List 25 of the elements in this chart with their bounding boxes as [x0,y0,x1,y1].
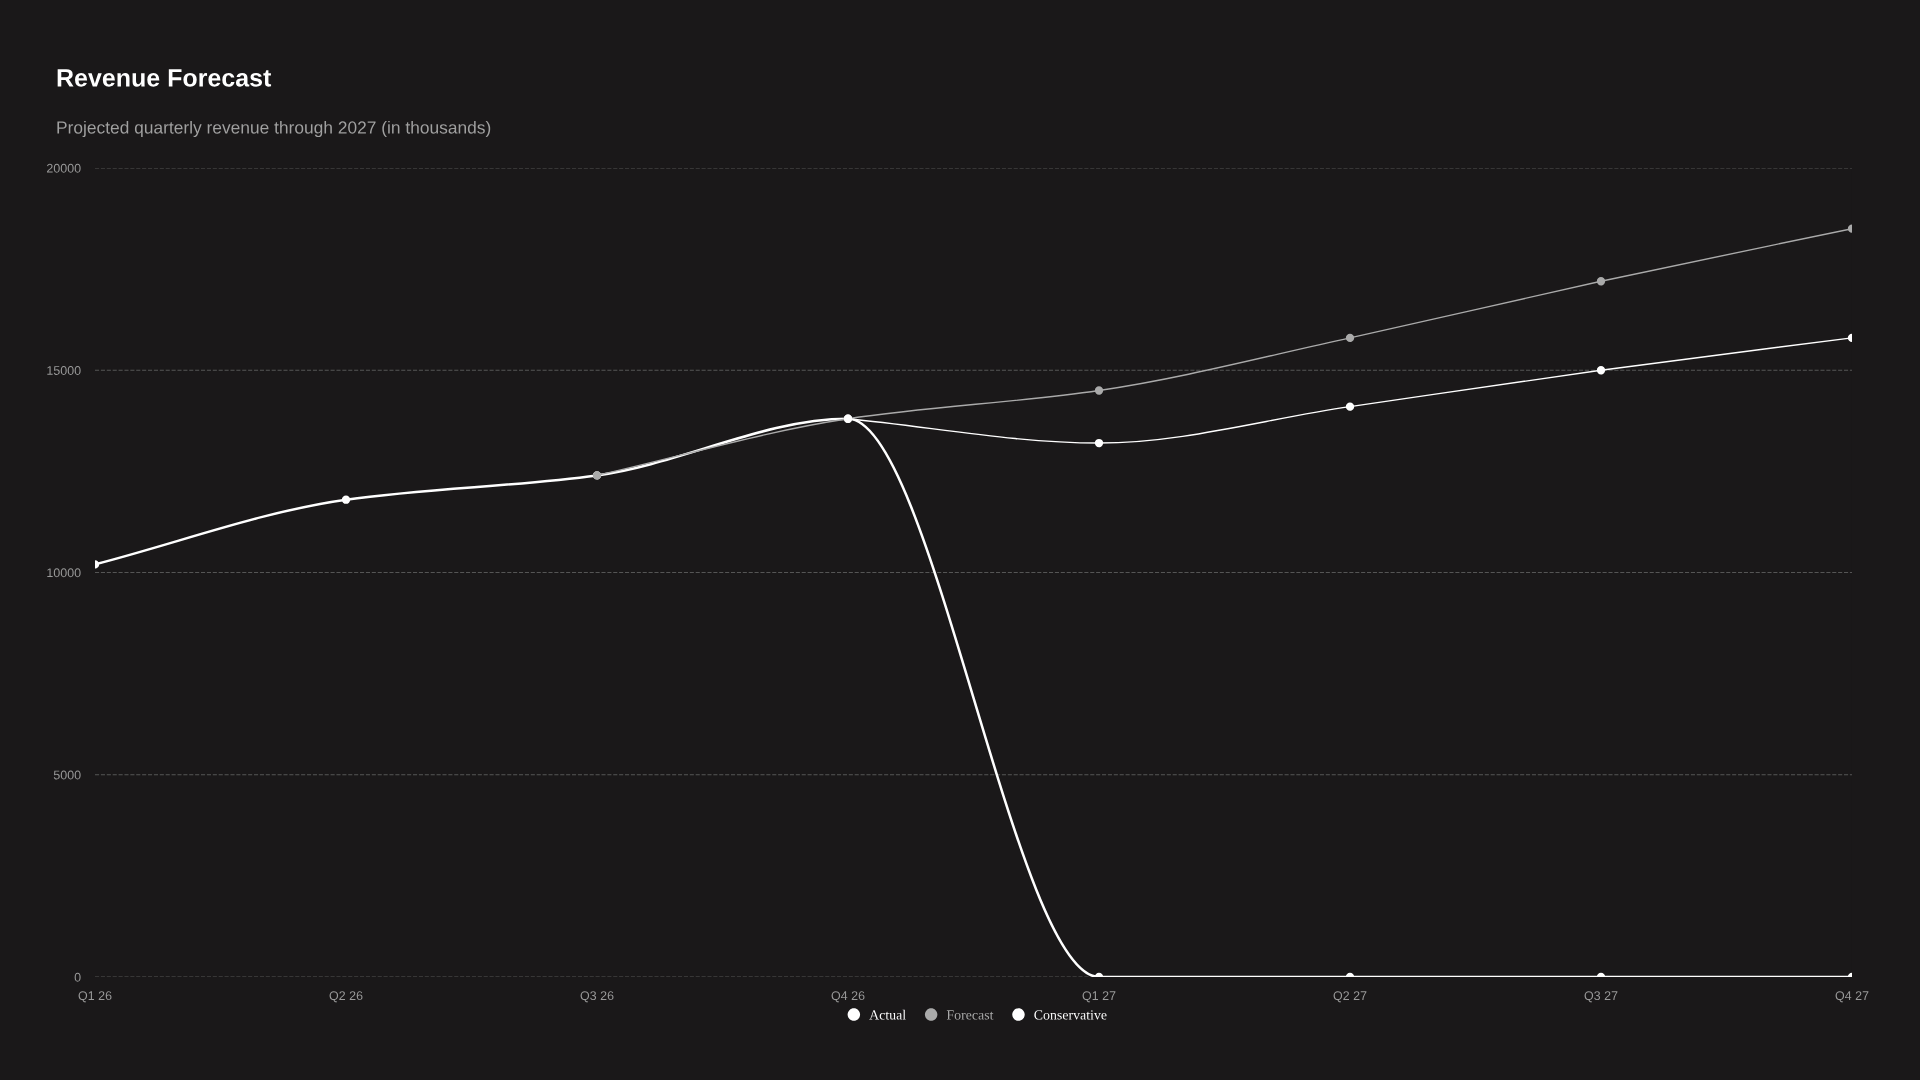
x-tick-label: Q3 26 [580,991,614,1003]
legend-label: Forecast [946,1010,994,1020]
point [1596,277,1606,286]
point [1345,402,1355,411]
point [341,495,351,504]
point [1596,366,1606,375]
point [1094,386,1104,395]
x-tick-label: Q3 27 [1584,991,1618,1003]
legend-label: Conservative [1034,1010,1107,1020]
x-tick-label: Q1 26 [78,991,112,1003]
y-tick-label: 0 [74,972,81,982]
x-tick-label: Q2 27 [1333,991,1367,1003]
x-tick-label: Q2 26 [329,991,363,1003]
chart-subtitle: Projected quarterly revenue through 2027 (in thousands) [57,120,491,138]
y-tick-label: 20000 [46,163,81,173]
x-tick-label: Q4 27 [1835,991,1869,1003]
chart-title: Revenue Forecast [57,69,272,87]
legend-label: Actual [869,1009,906,1020]
y-tick-label: 5000 [53,770,81,780]
y-tick-label: 15000 [47,366,81,375]
point [1345,333,1355,343]
point [1094,438,1104,448]
x-tick-label: Q1 27 [1082,991,1116,1003]
x-tick-label: Q4 26 [831,991,865,1003]
y-tick-label: 10000 [47,568,81,578]
